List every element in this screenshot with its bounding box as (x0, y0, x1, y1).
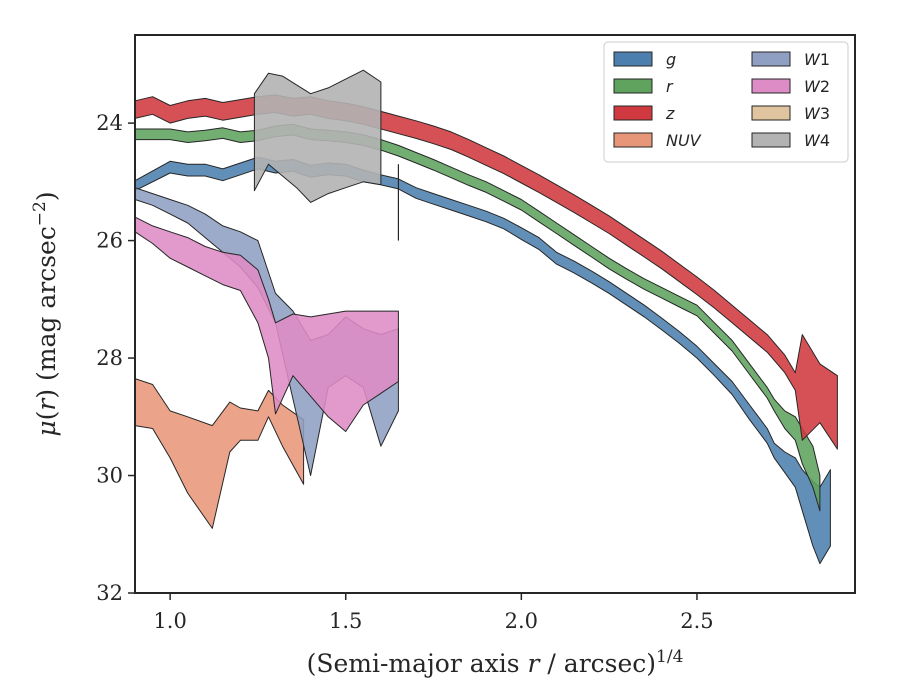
plot-frame (134, 34, 856, 594)
x-tick-label: 2.5 (680, 609, 713, 633)
x-tick-label: 1.5 (329, 609, 362, 633)
band-g (134, 156, 831, 565)
y-tick-label: 26 (96, 229, 123, 253)
legend-swatch-w4 (751, 132, 791, 148)
legend-box (603, 41, 849, 163)
legend-swatch-w1 (751, 51, 791, 67)
legend-swatch-w2 (751, 78, 791, 94)
legend-swatch-g (613, 51, 653, 67)
x-axis: 1.0 1.5 2.0 2.5 (153, 593, 714, 633)
band-w4 (253, 69, 382, 203)
profile-bands (134, 69, 838, 565)
legend-swatch-z (613, 105, 653, 121)
legend-swatch-w3 (751, 105, 791, 121)
legend-swatch-nuv (613, 132, 653, 148)
band-w2 (134, 216, 399, 432)
x-tick-label: 1.0 (153, 609, 186, 633)
y-tick-label: 30 (96, 464, 123, 488)
y-axis-title: μ(r) (mag arcsec−2) (30, 191, 61, 436)
legend-label-w3: W3 (804, 104, 830, 123)
x-tick-label: 2.0 (505, 609, 538, 633)
legend-swatch-r (613, 78, 653, 94)
band-nuv (134, 378, 305, 529)
legend-label-g: g (666, 50, 676, 69)
band-r (134, 123, 821, 512)
legend: grz NUV W1 W2 W3 W4 (603, 41, 849, 163)
y-axis: 24 26 28 30 32 (96, 111, 135, 605)
legend-label-w2: W2 (804, 77, 830, 96)
legend-label-r: r (666, 77, 674, 96)
y-tick-label: 24 (96, 111, 123, 135)
legend-label-nuv: NUV (666, 131, 702, 150)
legend-label-w1: W1 (804, 50, 830, 69)
y-tick-label: 28 (96, 346, 123, 370)
legend-label-w4: W4 (804, 131, 830, 150)
y-tick-label: 32 (96, 581, 123, 605)
x-axis-title: (Semi-major axis r / arcsec)1/4 (307, 647, 684, 678)
legend-label-z: z (665, 104, 675, 123)
